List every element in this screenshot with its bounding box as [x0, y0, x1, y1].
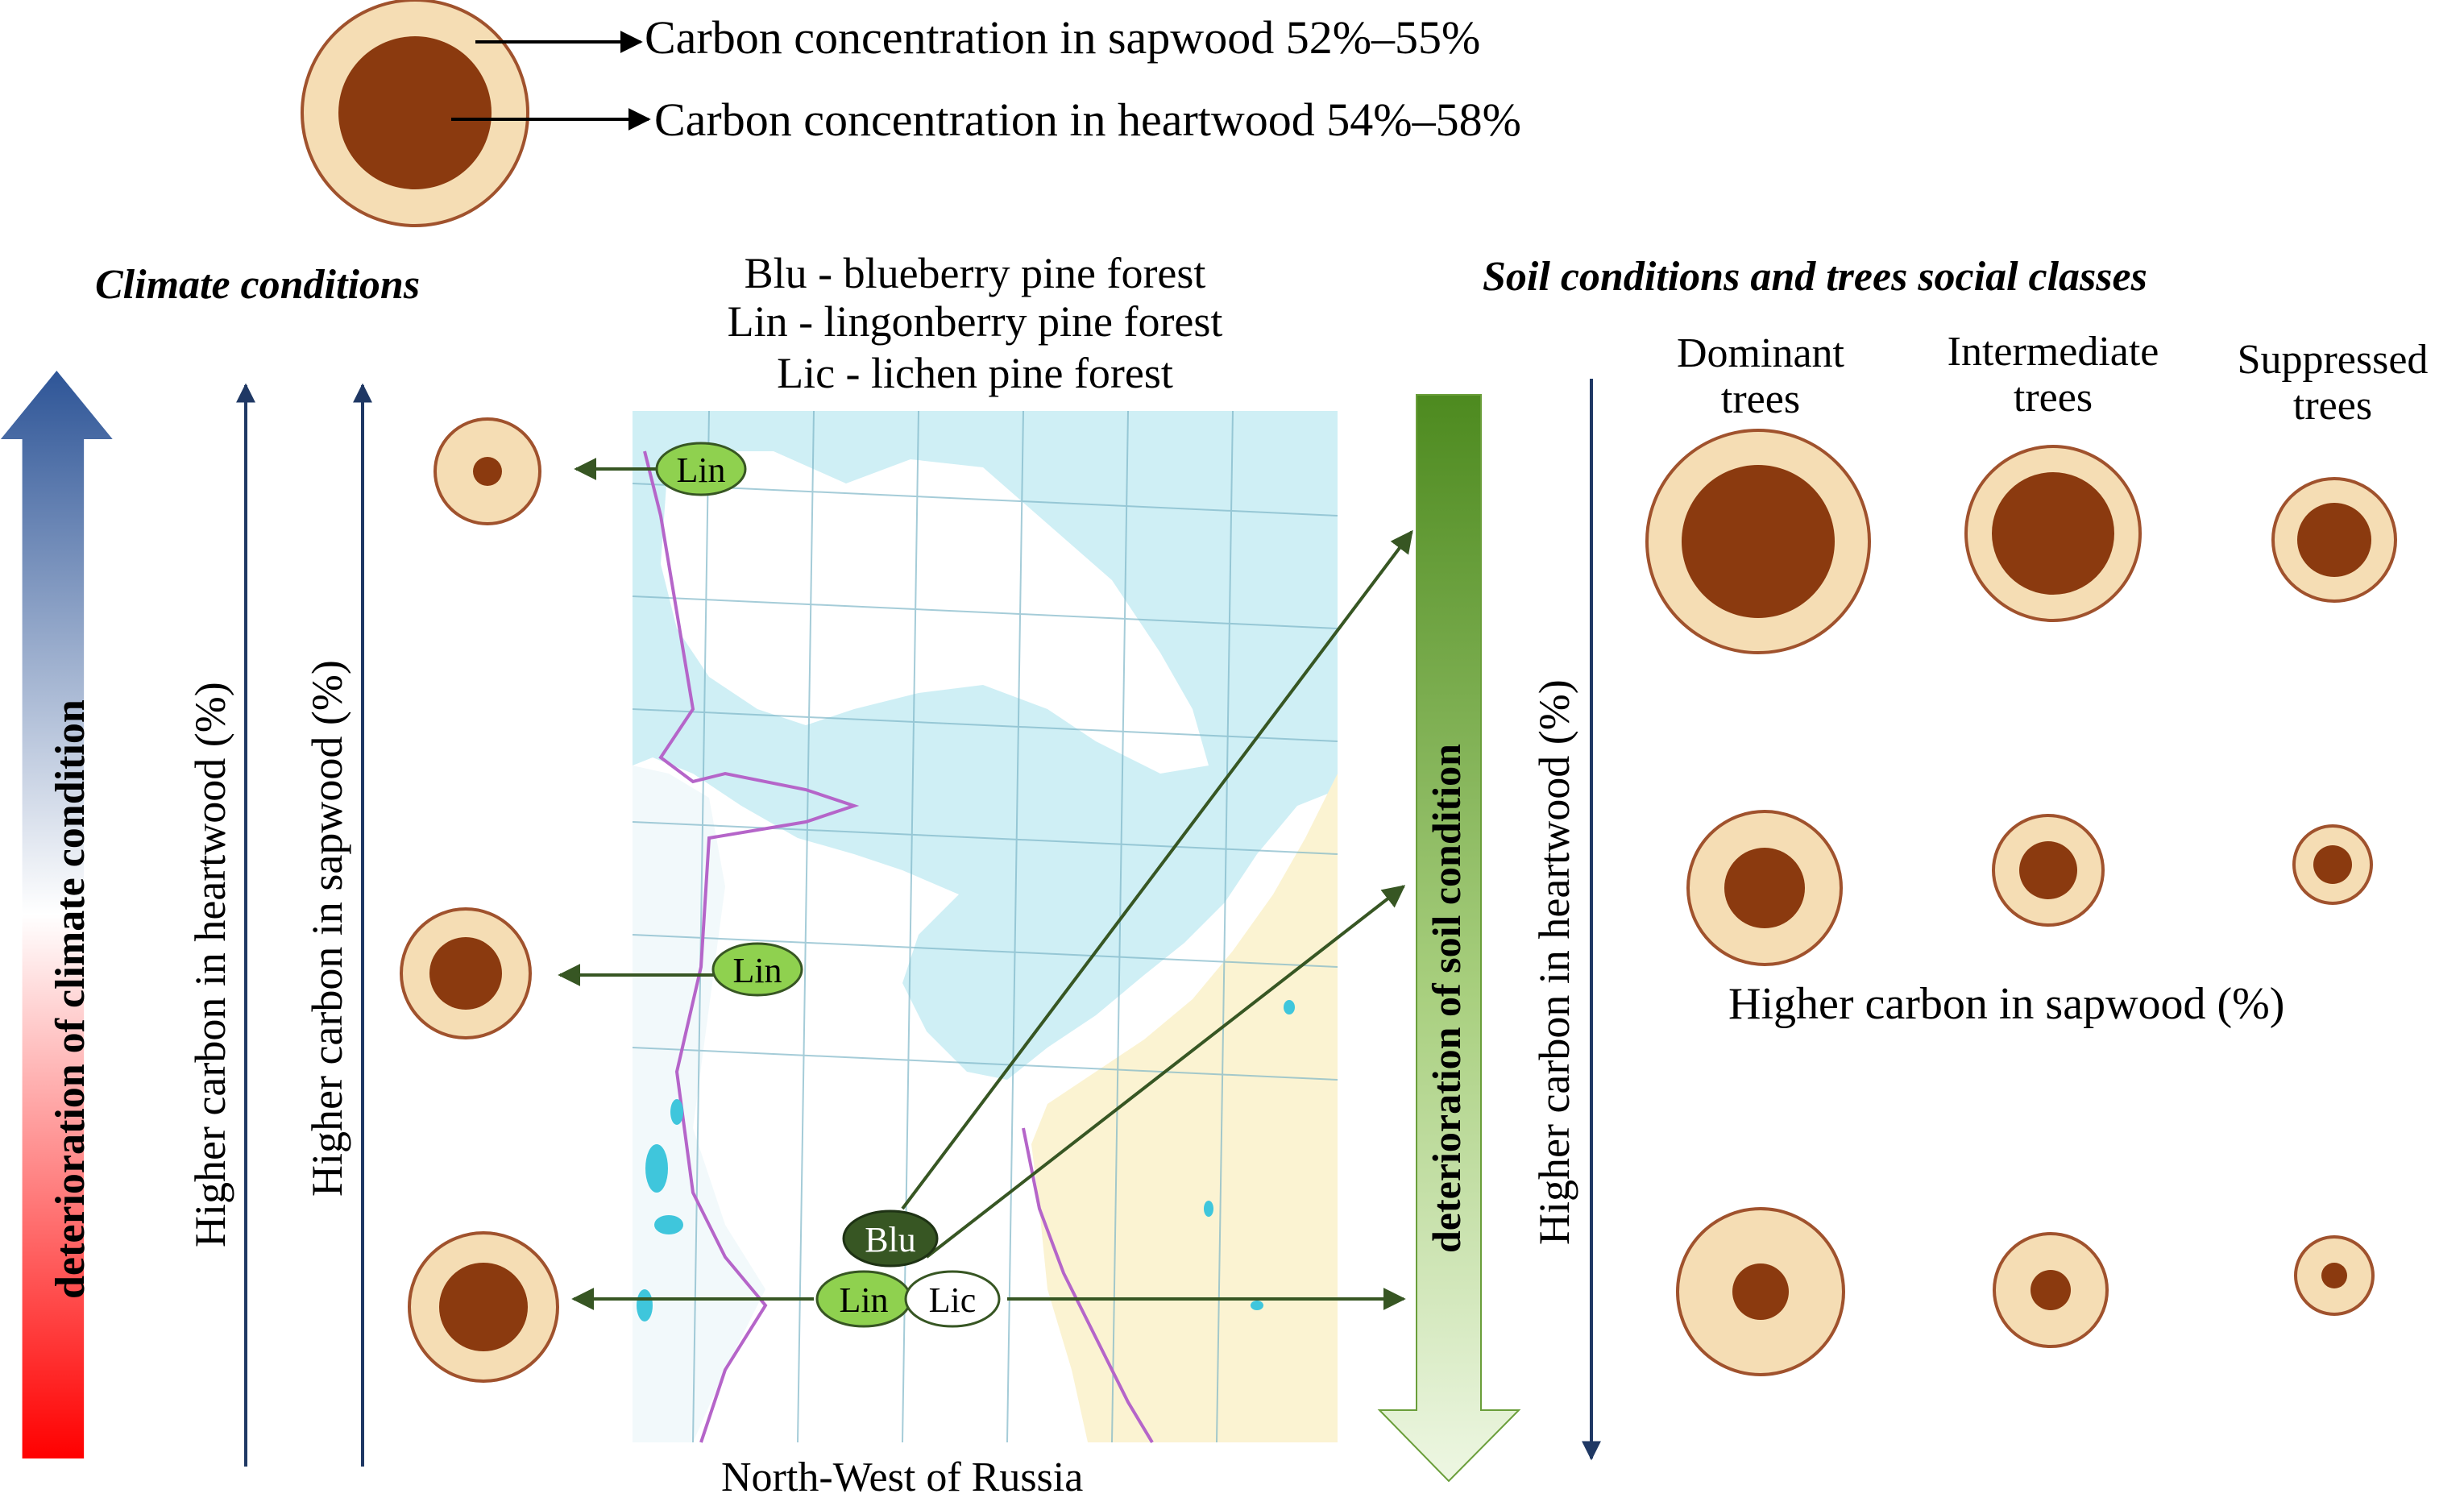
climate-arrow-label: deterioration of climate condition [48, 699, 93, 1299]
soil-sapwood-label: Higher carbon in sapwood (%) [1728, 979, 2285, 1029]
soil-column-intermediate-line2: trees [2013, 375, 2093, 421]
climate-sapwood-axis: Higher carbon in sapwood (%) [303, 660, 351, 1197]
marker-lin-bottom[interactable]: Lin [815, 1270, 912, 1328]
arrow-blu-soil-middle [925, 885, 1406, 1259]
soil-heartwood-axis: Higher carbon in heartwood (%) [1530, 679, 1578, 1245]
soil-column-suppressed-line2: trees [2292, 383, 2373, 429]
soil-ring-dominant-2 [1686, 810, 1843, 966]
marker-lin-middle[interactable]: Lin [711, 942, 803, 997]
map-border [643, 450, 860, 1443]
arrow-blu-soil-top [901, 529, 1413, 1210]
green-arrows [558, 458, 1413, 1310]
climate-ring-top [433, 417, 541, 525]
climate-heartwood-axis: Higher carbon in heartwood (%) [186, 682, 234, 1247]
marker-lin-bottom-label: Lin [839, 1280, 888, 1320]
soil-ring-suppressed-3 [2294, 1235, 2375, 1316]
climate-title: Climate conditions [95, 262, 421, 308]
climate-ring-middle [400, 907, 532, 1039]
map-grid [632, 410, 1338, 1443]
soil-ring-dominant-1 [1645, 429, 1871, 654]
marker-lin-top[interactable]: Lin [655, 442, 747, 496]
map-lake [661, 451, 1209, 774]
soil-column-dominant-line1: Dominant [1677, 330, 1844, 376]
map [632, 410, 1338, 1444]
soil-column-suppressed: Suppressed trees [2196, 337, 2464, 429]
marker-blu[interactable]: Blu [842, 1209, 939, 1268]
soil-ring-suppressed-2 [2292, 824, 2373, 905]
legend-ring [301, 0, 529, 227]
soil-arrow [1377, 394, 1521, 1483]
marker-lin-top-label: Lin [676, 450, 725, 490]
forest-type-blu: Blu - blueberry pine forest [744, 249, 1206, 297]
soil-column-suppressed-line1: Suppressed [2237, 337, 2429, 383]
soil-column-dominant-line2: trees [1720, 376, 1801, 423]
forest-type-lin: Lin - lingonberry pine forest [727, 297, 1223, 346]
climate-ring-bottom [408, 1231, 559, 1383]
marker-lin-middle-label: Lin [732, 951, 782, 990]
legend-sapwood-text: Carbon concentration in sapwood 52%–55% [645, 11, 1481, 64]
soil-ring-intermediate-1 [1964, 445, 2142, 622]
forest-type-lic: Lic - lichen pine forest [777, 349, 1173, 397]
soil-title: Soil conditions and trees social classes [1483, 254, 2147, 300]
map-border-east [1022, 1127, 1154, 1444]
map-west-land [633, 766, 765, 1442]
map-land [1031, 774, 1338, 1442]
legend-heartwood-text: Carbon concentration in heartwood 54%–58… [654, 93, 1521, 146]
map-caption: North-West of Russia [721, 1454, 1084, 1500]
climate-arrow-shape [0, 371, 113, 1458]
soil-arrow-label: deterioration of soil condition [1424, 744, 1469, 1253]
marker-lic[interactable]: Lic [904, 1270, 1001, 1328]
soil-ring-intermediate-3 [1993, 1232, 2109, 1348]
soil-ring-intermediate-2 [1992, 814, 2105, 927]
marker-blu-label: Blu [865, 1220, 916, 1259]
soil-column-intermediate: Intermediate trees [1916, 329, 2190, 421]
soil-ring-suppressed-1 [2271, 477, 2397, 603]
soil-column-intermediate-line1: Intermediate [1947, 329, 2159, 375]
soil-column-dominant: Dominant trees [1624, 330, 1898, 422]
soil-ring-dominant-3 [1676, 1207, 1845, 1376]
marker-lic-label: Lic [929, 1280, 977, 1320]
